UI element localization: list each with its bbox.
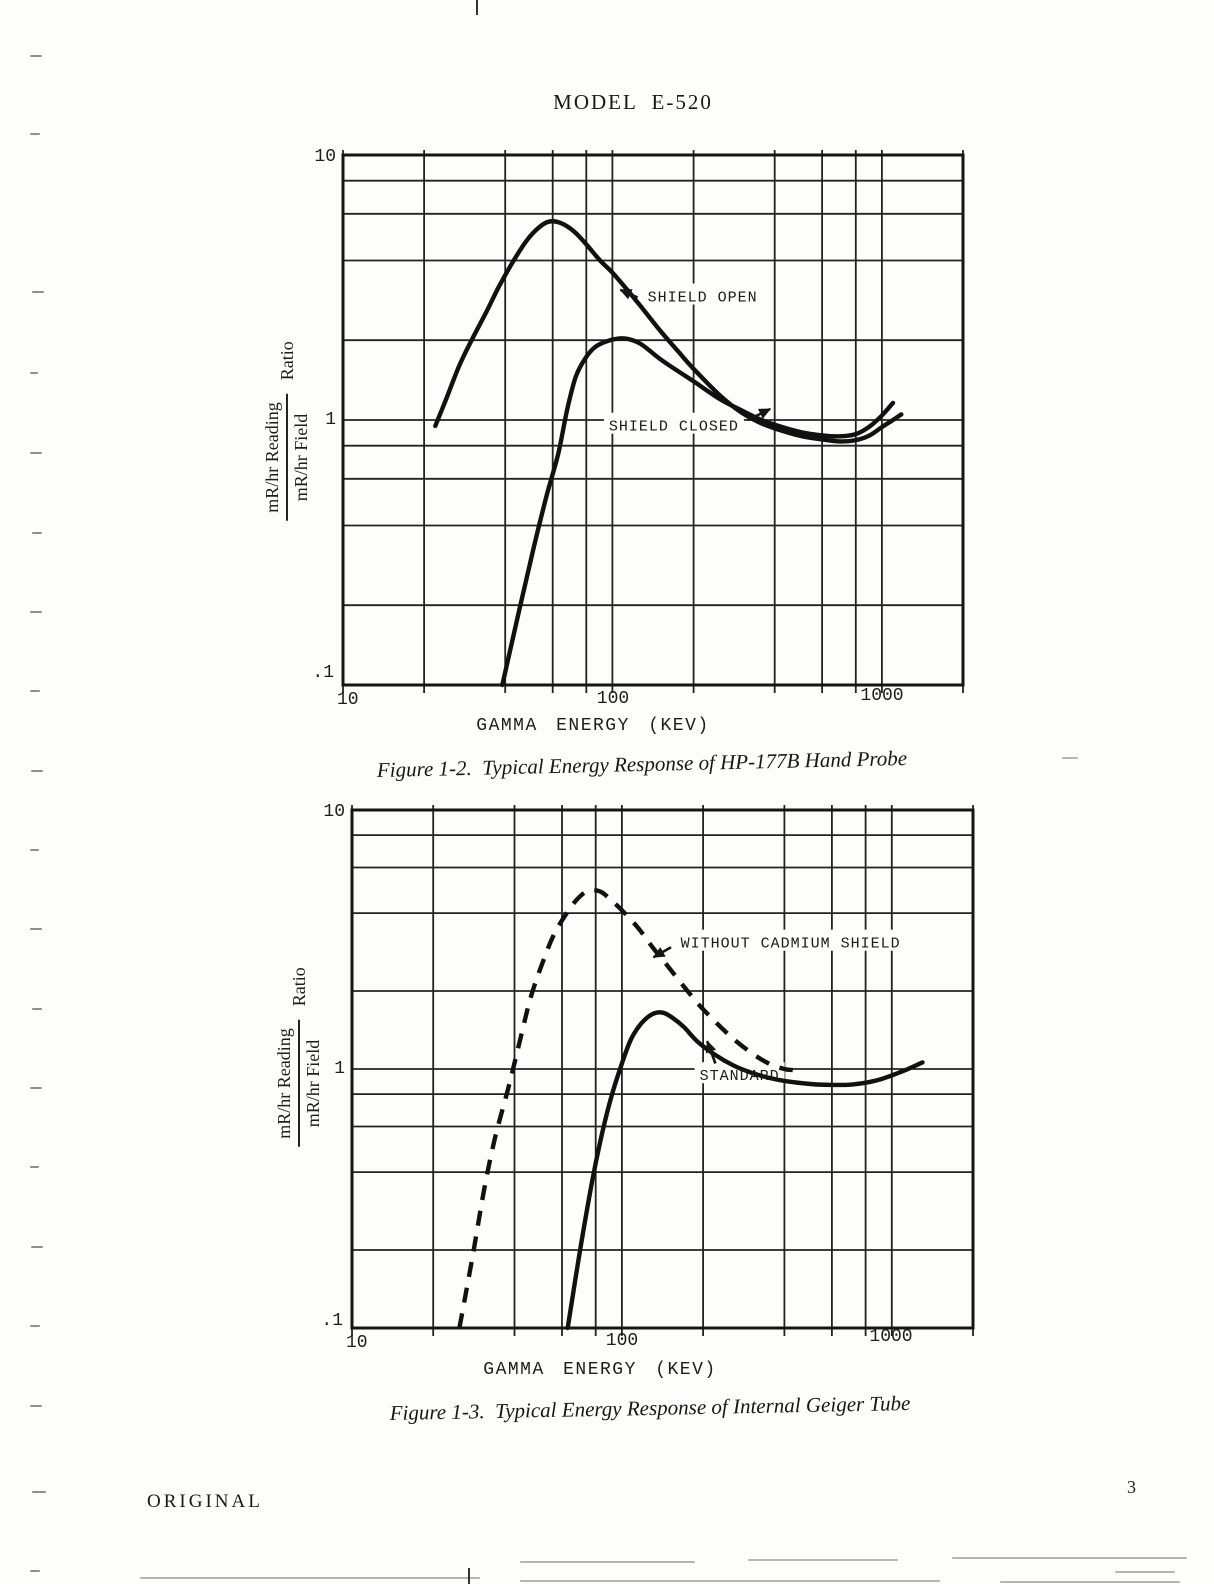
y-axis-denominator: mR/hr Field [303, 1039, 323, 1128]
scan-mark [31, 1246, 43, 1248]
y-tick-0.1: .1 [312, 663, 334, 683]
registration-tick-bottom [468, 1568, 470, 1584]
scan-mark [30, 55, 42, 57]
scan-mark [30, 1325, 40, 1327]
x-tick-10: 10 [337, 690, 359, 710]
y-tick-1: 1 [334, 1059, 345, 1079]
scan-mark [1062, 757, 1078, 759]
scan-mark [30, 1087, 42, 1089]
x-axis-title-fig12: GAMMA ENERGY (KEV) [476, 716, 710, 736]
scan-mark [30, 690, 40, 692]
figure-1-2-caption: Figure 1-2. Typical Energy Response of H… [376, 745, 908, 783]
x-tick-1000: 1000 [869, 1327, 913, 1347]
x-axis-title-fig13: GAMMA ENERGY (KEV) [483, 1360, 717, 1380]
scan-mark [952, 1557, 1187, 1559]
curve-label: SHIELD CLOSED [609, 419, 739, 436]
scan-mark [520, 1561, 695, 1563]
y-tick-10: 10 [314, 147, 336, 167]
figure-1-3-caption: Figure 1-3. Typical Energy Response of I… [389, 1391, 911, 1425]
scan-mark [30, 133, 40, 135]
x-tick-100: 100 [605, 1331, 639, 1351]
figure-1-2-plot: SHIELD OPEN SHIELD CLOSED [341, 150, 965, 693]
curve-label: SHIELD OPEN [648, 290, 758, 307]
scan-mark [140, 1577, 480, 1579]
series-shield-open [433, 219, 904, 444]
annotation-arrow [705, 1040, 717, 1064]
scan-mark [31, 770, 43, 772]
y-axis-numerator: mR/hr Reading [262, 394, 288, 521]
registration-tick-top [476, 0, 478, 15]
scan-mark [30, 1166, 39, 1168]
y-axis-fraction: mR/hr Reading mR/hr Field [274, 1020, 324, 1147]
footer-original: ORIGINAL [147, 1491, 263, 1512]
annotation-arrow [619, 288, 639, 300]
y-axis-numerator: mR/hr Reading [274, 1020, 300, 1147]
scan-mark [1115, 1571, 1175, 1573]
y-tick-1: 1 [325, 410, 336, 430]
scan-mark [520, 1580, 940, 1582]
y-axis-suffix: Ratio [276, 341, 297, 381]
x-tick-100: 100 [596, 689, 630, 709]
scan-mark [30, 1570, 40, 1572]
series-without-cadmium-shield [457, 887, 794, 1329]
scan-mark [30, 1405, 42, 1407]
curve-label: WITHOUT CADMIUM SHIELD [681, 936, 901, 953]
page-header: MODEL E-520 [553, 90, 713, 114]
y-tick-10: 10 [323, 802, 345, 822]
figure-1-3-plot: WITHOUT CADMIUM SHIELD STANDARD [350, 805, 975, 1336]
scan-mark [748, 1559, 898, 1561]
scan-mark [32, 291, 44, 293]
scan-mark [30, 372, 38, 374]
scan-mark [1000, 1581, 1180, 1583]
x-tick-10: 10 [346, 1333, 368, 1353]
scan-mark [32, 532, 42, 534]
scan-mark [30, 611, 42, 613]
page-number: 3 [1127, 1477, 1136, 1497]
annotation-arrow [747, 407, 772, 422]
series-standard [565, 1010, 925, 1331]
curve-label: STANDARD [700, 1068, 780, 1085]
scan-mark [30, 928, 42, 930]
annotation-arrow [652, 946, 672, 959]
series-shield-closed [500, 336, 896, 688]
scan-mark [32, 1008, 42, 1010]
y-tick-0.1: .1 [321, 1311, 343, 1331]
x-tick-1000: 1000 [860, 686, 904, 706]
scan-mark [32, 1491, 46, 1493]
scan-mark [30, 849, 39, 851]
y-axis-suffix: Ratio [288, 967, 309, 1007]
scan-mark [30, 452, 42, 454]
